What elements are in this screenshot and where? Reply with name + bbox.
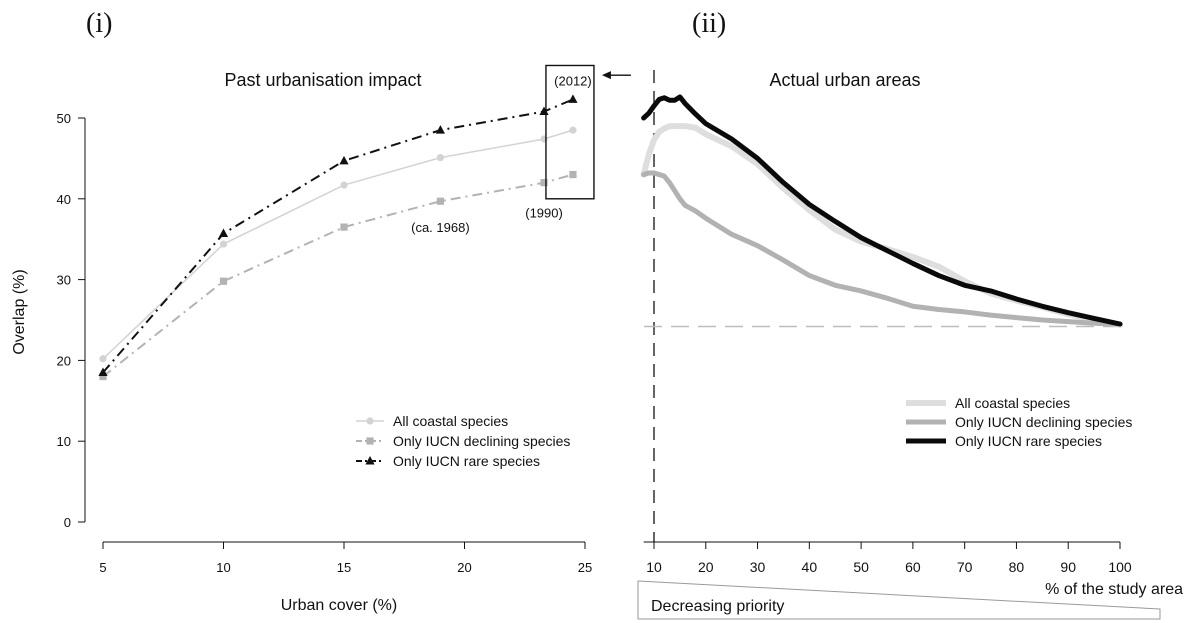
series-line xyxy=(102,98,574,374)
legend-label: Only IUCN declining species xyxy=(393,433,570,449)
y-tick-label: 30 xyxy=(57,273,71,288)
priority-label: Decreasing priority xyxy=(651,598,784,615)
y-tick-label: 20 xyxy=(57,353,71,368)
y-tick-label: 10 xyxy=(57,434,71,449)
data-point xyxy=(218,228,229,238)
data-point xyxy=(435,125,445,134)
series-line xyxy=(641,170,1123,327)
x-tick-label: 90 xyxy=(1060,559,1076,575)
data-point xyxy=(99,372,107,381)
x-tick-label: 30 xyxy=(750,559,766,575)
x-tick-label: 40 xyxy=(802,559,818,575)
data-point xyxy=(436,197,444,205)
data-point xyxy=(219,240,228,248)
annotation-label: (1990) xyxy=(525,205,563,220)
x-tick-label: 100 xyxy=(1108,559,1132,575)
panel-i-series xyxy=(98,94,578,381)
y-tick-label: 0 xyxy=(64,515,71,530)
panel-ii-title: Actual urban areas xyxy=(769,70,920,90)
x-tick-label: 20 xyxy=(457,560,471,575)
annotation-label: (ca. 1968) xyxy=(411,220,470,235)
x-tick-label: 70 xyxy=(957,559,973,575)
panel-i-ylabel: Overlap (%) xyxy=(11,269,28,354)
x-tick-label: 10 xyxy=(646,559,662,575)
data-point xyxy=(339,155,349,165)
x-tick-label: 50 xyxy=(853,559,869,575)
y-tick-label: 50 xyxy=(57,111,71,126)
data-point xyxy=(340,223,348,231)
data-point xyxy=(340,181,348,189)
data-point xyxy=(99,355,107,363)
legend-label: Only IUCN rare species xyxy=(393,453,540,469)
data-point xyxy=(568,94,578,103)
arrow-head xyxy=(601,71,611,80)
legend-label: Only IUCN declining species xyxy=(955,414,1132,430)
x-tick-label: 60 xyxy=(905,559,921,575)
data-point xyxy=(569,126,577,134)
panel-i-legend: All coastal species Only IUCN declining s… xyxy=(356,413,570,469)
panel-ii-xlabel: % of the study area xyxy=(1045,581,1183,598)
legend-marker xyxy=(365,456,375,465)
panel-i-title: Past urbanisation impact xyxy=(224,70,421,90)
x-tick-label: 20 xyxy=(698,559,714,575)
panel-i-annotations: (ca. 1968) (1990) (2012) xyxy=(411,64,631,235)
panel-i-label: (i) xyxy=(86,8,112,39)
panel-i-axes: 5 10 15 20 25 0 10 20 30 40 50 xyxy=(57,111,593,575)
data-point xyxy=(569,170,577,179)
legend-label: All coastal species xyxy=(393,413,508,429)
y-tick-label: 40 xyxy=(57,192,71,207)
x-tick-label: 25 xyxy=(578,560,592,575)
x-tick-label: 5 xyxy=(99,560,106,575)
panel-ii-legend: All coastal species Only IUCN declining s… xyxy=(906,395,1132,449)
annotation-label: (2012) xyxy=(554,74,592,89)
legend-marker xyxy=(366,417,374,425)
highlight-box xyxy=(545,64,595,200)
series-line xyxy=(102,173,574,378)
panel-i-xlabel: Urban cover (%) xyxy=(281,597,397,614)
legend-label: All coastal species xyxy=(955,395,1070,411)
legend-label: Only IUCN rare species xyxy=(955,433,1102,449)
panel-ii-label: (ii) xyxy=(692,8,726,39)
series-line xyxy=(641,94,1123,327)
x-tick-label: 10 xyxy=(216,560,230,575)
series-line xyxy=(102,129,574,360)
data-point xyxy=(436,153,444,162)
data-point xyxy=(540,179,548,187)
panel-ii-series xyxy=(640,94,1123,328)
x-tick-label: 15 xyxy=(337,560,351,575)
data-point xyxy=(98,367,108,377)
x-tick-label: 80 xyxy=(1009,559,1025,575)
data-point xyxy=(219,277,228,285)
panel-ii-axes: 10 20 30 40 50 60 70 80 90 100 xyxy=(637,70,1161,620)
priority-wedge xyxy=(637,580,1161,620)
legend-marker xyxy=(366,437,374,445)
